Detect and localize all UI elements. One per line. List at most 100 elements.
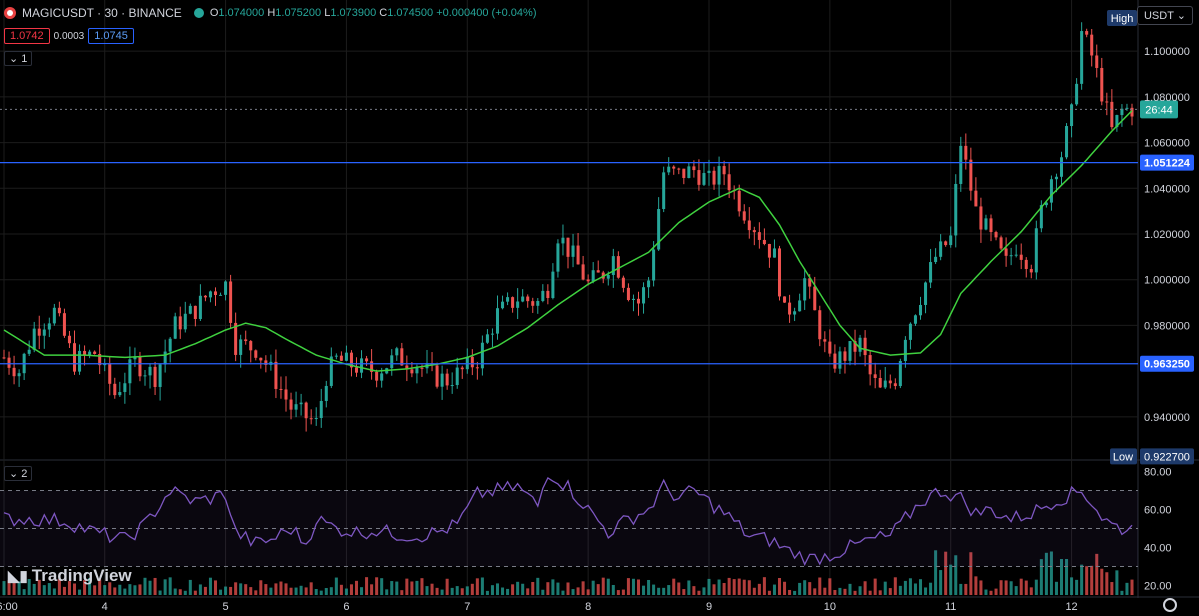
ask-button[interactable]: 1.0745: [88, 28, 134, 44]
volume-bar: [883, 581, 887, 595]
candle-body: [1039, 205, 1043, 229]
volume-bar: [626, 578, 630, 595]
candle-body: [37, 328, 41, 336]
candle-body: [27, 349, 31, 354]
volume-bar: [873, 578, 877, 595]
ma-line: [3, 110, 1133, 372]
volume-bar: [370, 584, 374, 595]
candle-body: [672, 166, 676, 169]
volume-bar: [309, 582, 313, 595]
volume-bar: [783, 581, 787, 595]
volume-bar: [1044, 552, 1048, 595]
candle-body: [863, 337, 867, 356]
candle-body: [1070, 104, 1074, 127]
time-tick-label: 06:00: [0, 601, 18, 613]
candle-body: [788, 302, 792, 315]
volume-bar: [425, 586, 429, 595]
chevron-down-icon: ⌄: [9, 468, 19, 480]
hline-price-label: 1.051224: [1144, 158, 1191, 170]
candle-body: [12, 367, 16, 377]
candle-body: [410, 369, 414, 374]
visibility-icon[interactable]: [193, 8, 204, 18]
volume-bar: [410, 581, 414, 595]
pane2-collapse-button[interactable]: ⌄ 2: [4, 466, 33, 481]
candle-body: [989, 218, 993, 233]
candle-body: [742, 211, 746, 221]
volume-bar: [949, 564, 953, 595]
candle-body: [596, 270, 600, 273]
candle-body: [304, 402, 308, 419]
pane1-collapse-button[interactable]: ⌄ 1: [4, 51, 33, 66]
candle-body: [198, 295, 202, 319]
candle-body: [203, 295, 207, 298]
candle-body: [354, 367, 359, 373]
volume-bar: [924, 587, 928, 595]
candle-body: [455, 367, 459, 386]
volume-bar: [37, 579, 41, 595]
time-tick-label: 7: [464, 601, 470, 613]
volume-bar: [984, 589, 988, 595]
candle-body: [1065, 126, 1069, 158]
candle-body: [153, 366, 157, 387]
volume-bar: [918, 579, 923, 595]
candle-body: [72, 343, 77, 372]
volume-bar: [12, 580, 16, 595]
candle-body: [294, 404, 298, 410]
volume-bar: [994, 588, 998, 595]
settings-gear-icon[interactable]: [1163, 598, 1177, 612]
pane2-tag-label: 2: [21, 468, 28, 480]
time-tick-label: 9: [706, 601, 712, 613]
candle-body: [480, 342, 484, 369]
candle-body: [168, 338, 172, 352]
volume-bar: [1049, 551, 1053, 595]
volume-bar: [365, 577, 369, 595]
candle-body: [485, 334, 489, 343]
volume-bar: [2, 581, 6, 595]
bid-button[interactable]: 1.0742: [4, 28, 50, 44]
moving-average: [3, 110, 1133, 372]
candle-body: [747, 220, 751, 231]
candle-body: [67, 335, 71, 344]
chevron-down-icon: ⌄: [1176, 10, 1186, 22]
volume-bar: [334, 577, 338, 595]
volume-bar: [284, 583, 288, 595]
candle-body: [259, 357, 263, 361]
candle-body: [113, 383, 117, 396]
close-value: 1.074500: [387, 7, 434, 19]
candle-body: [974, 190, 978, 207]
rsi-tick-label: 80.00: [1144, 467, 1172, 479]
volume-bar: [163, 579, 167, 595]
countdown-label-bg: [1140, 100, 1178, 119]
volume-bar: [480, 577, 484, 595]
horizontal-lines: 1.051224 0.963250 26:44 High Low 0.922700: [0, 10, 1194, 465]
volume-bar: [707, 578, 711, 595]
volume-bar: [934, 550, 938, 595]
symbol-title[interactable]: MAGICUSDT · 30 · BINANCE: [22, 6, 182, 20]
candle-body: [380, 373, 384, 381]
currency-selector[interactable]: USDT ⌄: [1136, 6, 1193, 25]
volume-bar: [621, 589, 625, 595]
candle-body: [752, 230, 756, 233]
time-tick-label: 8: [585, 601, 591, 613]
candle-body: [7, 357, 11, 368]
volume-bar: [57, 579, 61, 595]
volume-bar: [354, 580, 359, 595]
hline-price-label: 0.963250: [1144, 359, 1190, 371]
candle-body: [616, 256, 620, 278]
volume-bar: [324, 588, 328, 595]
candle-body: [490, 333, 494, 335]
rsi-path: [3, 476, 1133, 566]
volume-bar: [611, 584, 615, 595]
price-tick-label: 0.940000: [1144, 412, 1190, 424]
volume-bar: [118, 584, 122, 595]
volume-bar: [687, 580, 691, 595]
candle-body: [858, 337, 862, 352]
volume-bar: [642, 585, 646, 595]
volume-bar: [903, 580, 907, 595]
candle-body: [108, 363, 112, 384]
volume-bar: [485, 590, 489, 595]
volume-bar: [168, 577, 172, 595]
time-tick-label: 11: [945, 601, 956, 613]
candle-body: [183, 313, 187, 330]
